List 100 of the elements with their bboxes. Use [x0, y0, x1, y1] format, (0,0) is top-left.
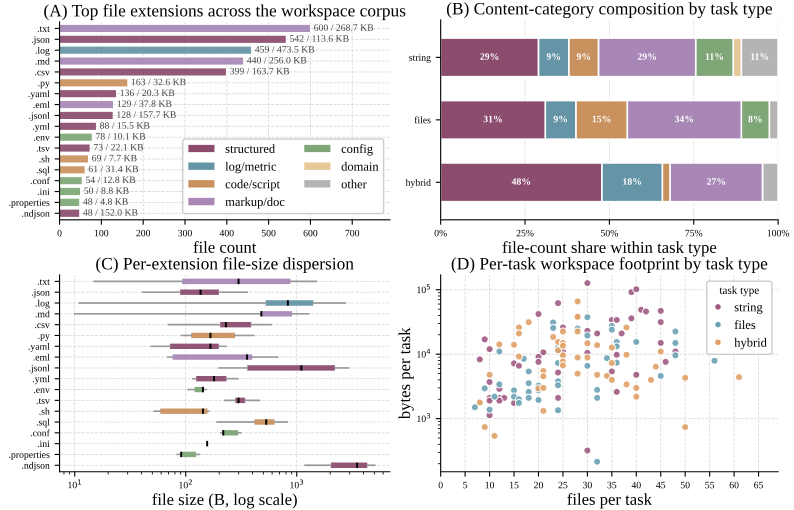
y-tick-label: .json	[32, 36, 50, 45]
y-tick-label: .sql	[36, 166, 50, 176]
legend-label: string	[734, 302, 762, 314]
x-axis-title: file count	[194, 240, 256, 253]
data-label: 163 / 32.6 KB	[132, 78, 186, 86]
y-tick-label: .txt	[38, 26, 50, 32]
x-tick-label: 10	[486, 482, 494, 488]
x-tick-label: 0%	[434, 230, 447, 236]
x-tick-label: 50	[680, 482, 690, 488]
data-label: 27%	[707, 178, 726, 185]
x-tick-label: 35	[607, 482, 616, 488]
legend-label: hybrid	[734, 338, 767, 350]
x-tick-label: 5	[463, 482, 468, 488]
legend-label: config	[342, 144, 373, 156]
data-label: 54 / 12.8 KB	[86, 176, 136, 184]
y-tick-label: .tsv	[36, 398, 50, 404]
data-label: 48%	[512, 178, 530, 185]
x-tick-label: 75%	[685, 230, 702, 236]
chart-title: (A) Top file extensions across the workspace corpus	[44, 4, 406, 20]
chart-title: (B) Content-category composition by task type	[446, 2, 772, 18]
y-tick-label: .sh	[39, 408, 50, 415]
legend-label: files	[734, 320, 756, 330]
x-axis-title: file size (B, log scale)	[152, 493, 297, 509]
data-label: 48 / 152.0 KB	[83, 209, 138, 216]
data-label: 399 / 163.7 KB	[230, 68, 290, 74]
x-tick-label: 10$^{2}$	[179, 480, 192, 488]
y-tick-label: .md	[36, 58, 50, 65]
y-tick-label: .conf	[30, 177, 50, 184]
y-tick-label: .sql	[36, 418, 50, 428]
x-tick-label: 700	[346, 230, 360, 236]
x-axis-title: files per task	[567, 493, 652, 508]
data-label: 128 / 157.7 KB	[117, 111, 176, 118]
data-label: 600 / 268.7 KB	[314, 24, 374, 31]
y-tick-label: .csv	[35, 70, 50, 76]
x-tick-label: 25	[558, 482, 568, 488]
y-tick-label: string	[409, 54, 431, 63]
x-tick-label: 600	[304, 230, 318, 236]
y-tick-label: .sh	[39, 156, 50, 162]
data-label: 15%	[592, 116, 610, 122]
data-label: 31%	[484, 116, 502, 122]
y-tick-label: .yaml	[28, 342, 50, 352]
legend-title: task type	[720, 286, 759, 296]
y-tick-label: .properties	[9, 199, 50, 208]
data-label: 11%	[751, 53, 768, 60]
data-label: 129 / 37.8 KB	[118, 100, 172, 108]
data-label: 69 / 7.7 KB	[92, 154, 137, 162]
x-tick-label: 15	[510, 482, 519, 488]
data-label: 73 / 22.1 KB	[94, 144, 144, 151]
x-tick-label: 30	[582, 482, 592, 488]
y-tick-label: .json	[32, 289, 50, 298]
legend-label: structured	[226, 144, 275, 153]
data-label: 136 / 20.3 KB	[120, 90, 174, 96]
y-tick-label: .ini	[38, 440, 50, 448]
y-tick-label: .eml	[33, 354, 50, 361]
legend-label: code/script	[226, 180, 280, 191]
data-label: 34%	[674, 116, 694, 122]
data-label: 9%	[554, 116, 568, 122]
y-axis-title: bytes per task	[398, 328, 414, 420]
y-tick-label: .yml	[32, 122, 50, 132]
x-tick-label: 300	[178, 230, 192, 236]
y-tick-label: 10$^{4}$	[417, 348, 430, 358]
x-tick-label: 55	[705, 482, 714, 488]
y-tick-label: .txt	[38, 279, 50, 285]
x-axis-title: file-count share within task type	[502, 241, 716, 256]
y-tick-label: hybrid	[406, 178, 431, 188]
y-tick-label: .yaml	[28, 90, 50, 100]
y-tick-label: .py	[38, 82, 50, 88]
legend-label: domain	[342, 162, 378, 171]
data-label: 440 / 256.0 KB	[247, 56, 306, 64]
x-tick-label: 20	[534, 482, 543, 488]
chart-title: (D) Per-task workspace footprint by task type	[452, 257, 768, 274]
x-tick-label: 0	[57, 230, 62, 236]
x-tick-label: 100%	[768, 230, 790, 236]
data-label: 542 / 113.6 KB	[290, 35, 349, 42]
y-tick-label: .csv	[35, 323, 50, 328]
y-tick-label: files	[414, 116, 431, 124]
y-tick-label: .log	[36, 46, 50, 56]
x-tick-label: 0	[438, 482, 443, 488]
y-tick-label: .env	[34, 136, 50, 141]
data-label: 88 / 15.5 KB	[100, 122, 150, 129]
x-tick-label: 100	[94, 230, 108, 236]
data-label: 48 / 4.8 KB	[83, 198, 128, 205]
chart-title: (C) Per-extension file-size dispersion	[96, 257, 354, 274]
data-label: 8%	[748, 116, 762, 122]
x-tick-label: 10$^{1}$	[68, 480, 81, 488]
legend-label: other	[342, 180, 367, 188]
x-tick-label: 45	[656, 482, 666, 488]
y-tick-label: .yml	[32, 375, 50, 384]
y-tick-label: .ini	[38, 188, 50, 196]
data-label: 9%	[576, 53, 590, 60]
data-label: 29%	[480, 53, 498, 60]
legend-label: markup/doc	[225, 197, 284, 209]
x-tick-label: 500	[262, 230, 276, 236]
y-tick-label: .tsv	[36, 146, 50, 152]
data-label: 18%	[623, 178, 641, 185]
data-label: 11%	[706, 53, 724, 60]
legend-label: log/metric	[225, 162, 276, 174]
y-tick-label: .conf	[30, 429, 50, 436]
y-tick-label: .properties	[9, 451, 50, 460]
y-tick-label: .jsonl	[29, 364, 50, 374]
